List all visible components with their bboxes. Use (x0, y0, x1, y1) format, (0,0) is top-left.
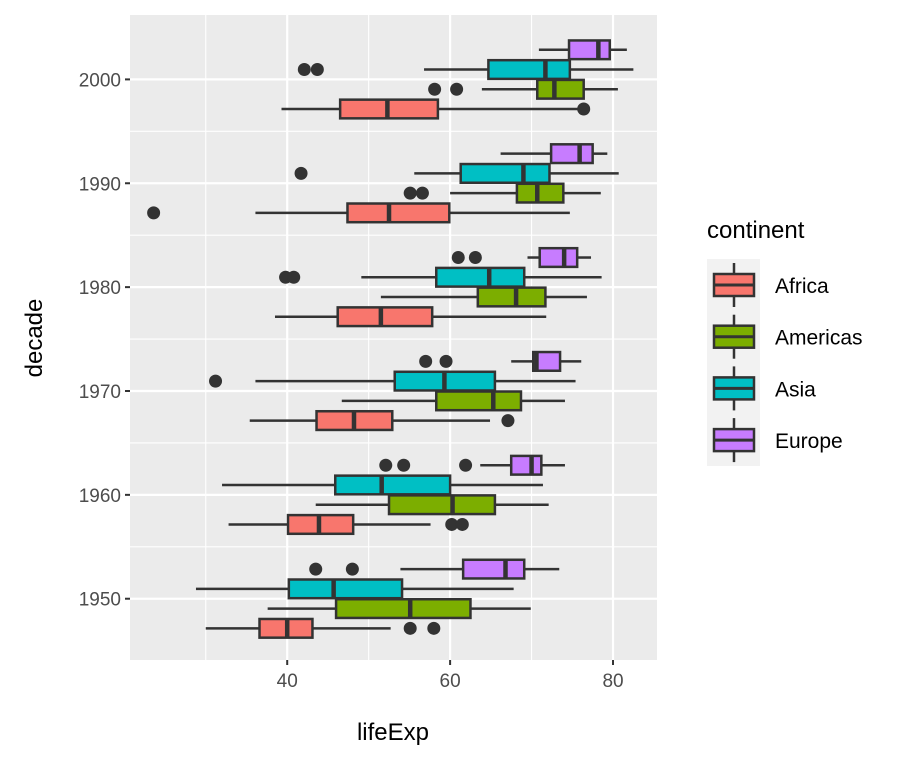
legend-label: Africa (775, 275, 829, 298)
y-tick-label: 1990 (79, 174, 121, 195)
outlier-point (403, 621, 417, 635)
outlier-point (451, 251, 465, 265)
x-tick-label: 80 (602, 671, 623, 692)
box-americas-1980 (380, 286, 587, 308)
box (435, 266, 526, 288)
outlier-point (450, 82, 464, 96)
legend-key-americas (712, 314, 756, 359)
box (531, 350, 562, 372)
y-tick-label: 1960 (79, 486, 121, 507)
legend-key-africa (712, 263, 756, 307)
box-africa-1990 (147, 202, 570, 224)
box-asia-1980 (279, 266, 602, 288)
box-asia-2000 (297, 58, 634, 81)
outlier-point (310, 63, 324, 77)
grid (130, 15, 657, 660)
box-africa-2000 (281, 98, 591, 120)
box-africa-1960 (228, 513, 469, 536)
outlier-point (501, 414, 515, 428)
panel-background (130, 15, 657, 660)
box (515, 182, 565, 204)
box (459, 162, 551, 184)
outlier-point (147, 206, 161, 220)
box-europe-1970 (419, 350, 582, 372)
box-asia-1970 (209, 370, 576, 392)
box (536, 78, 585, 100)
box (461, 558, 526, 580)
outlier-point (419, 354, 433, 368)
outlier-point (397, 458, 411, 472)
x-axis-label: lifeExp (357, 719, 429, 746)
outlier-point (445, 517, 459, 531)
box-asia-1960 (222, 474, 543, 496)
outlier-point (455, 517, 469, 531)
outlier-point (403, 186, 417, 200)
y-axis-label: decade (21, 299, 48, 378)
y-tick-label: 1980 (79, 278, 121, 299)
outlier-point (439, 354, 453, 368)
x-tick-label: 40 (277, 671, 298, 692)
outlier-point (428, 82, 442, 96)
outlier-point (577, 102, 591, 116)
legend-label: Europe (775, 430, 843, 453)
legend-key-asia (712, 366, 756, 411)
outlier-point (294, 166, 308, 180)
y-axis: 1950 1960 1970 1980 1990 2000 (79, 70, 130, 611)
box (567, 39, 612, 61)
box-europe-1950 (309, 558, 560, 580)
box-europe-1980 (451, 246, 592, 269)
box (509, 454, 543, 476)
box (287, 578, 404, 600)
outlier-point (459, 458, 473, 472)
box-africa-1950 (205, 617, 441, 639)
outlier-point (209, 374, 223, 388)
box-africa-1970 (249, 409, 515, 432)
x-tick-label: 60 (440, 671, 461, 692)
outlier-point (345, 562, 359, 576)
box-americas-2000 (428, 78, 618, 100)
box-asia-1990 (294, 162, 619, 184)
y-tick-label: 1970 (79, 382, 121, 403)
outlier-point (415, 186, 429, 200)
outlier-point (468, 251, 482, 265)
box-asia-1950 (195, 578, 514, 600)
outlier-point (427, 621, 441, 635)
box (346, 202, 451, 224)
box-europe-1960 (379, 454, 565, 476)
outlier-point (297, 63, 311, 77)
box (549, 143, 594, 165)
y-tick-label: 2000 (79, 70, 121, 91)
box (487, 58, 572, 81)
box-europe-1990 (500, 143, 608, 165)
outlier-point (287, 270, 301, 284)
x-axis: 40 60 80 (277, 660, 624, 692)
legend-label: Americas (775, 327, 863, 350)
legend: continent Africa Americas Asia Europe (707, 217, 863, 466)
box-europe-2000 (538, 39, 627, 61)
box (334, 474, 452, 496)
boxes (147, 39, 634, 639)
box (336, 306, 434, 328)
outlier-point (379, 458, 393, 472)
legend-label: Asia (775, 378, 816, 401)
legend-key-europe (712, 418, 756, 463)
box (476, 286, 547, 308)
box (538, 246, 579, 269)
outlier-point (309, 562, 323, 576)
box-africa-1980 (274, 306, 547, 328)
box (435, 390, 523, 412)
legend-title: continent (707, 217, 805, 244)
y-tick-label: 1950 (79, 590, 121, 611)
box (387, 494, 497, 516)
box (334, 597, 472, 620)
